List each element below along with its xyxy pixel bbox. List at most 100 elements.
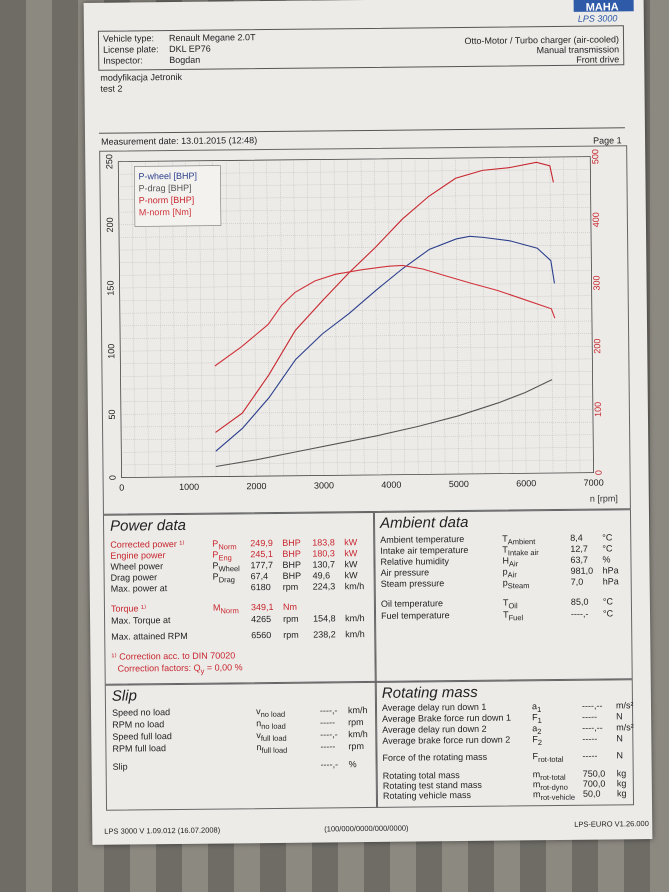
grid-line-v [131,161,136,478]
rotating-row-label: Average delay run down 1 [381,701,487,713]
power-row-symbol: PDrag [212,571,235,585]
power-data-title: Power data [109,516,187,535]
slip-row-label: RPM no load [112,719,165,730]
grid-line-v [320,159,325,476]
power-data-box: Power data Corrected power ¹⁾ PNorm 249,9 B… [102,511,377,685]
grid-line-v [549,157,554,474]
ambient-row-unit: hPa [602,565,619,576]
grid-line-h [120,346,593,352]
power-row-symbol: MNorm [212,602,239,616]
power-row-value-1: 4265 [251,614,272,625]
grid-line-v [239,160,244,477]
power-row-value-1: 249,9 [250,538,273,549]
rotating-mass-box: Rotating mass Average delay run down 1 a1… [374,679,635,808]
vehicle-type: Renault Megane 2.0T [168,32,256,44]
power-row-unit-1: rpm [283,629,299,640]
slip-row-value: ----,- [320,729,338,740]
ambient-row-label: Intake air temperature [380,544,469,556]
grid-line-h [120,396,593,402]
ambient-row-unit: °C [602,596,614,607]
power-row-unit-1: BHP [282,537,301,548]
rotating-row-unit: N [616,733,623,744]
rotating-row-label: Rotating vehicle mass [382,789,472,801]
power-row-value-2: 238,2 [313,629,336,640]
slip-row-unit: km/h [347,705,368,716]
grid-line-v [455,158,459,475]
grid-line-v [468,157,473,474]
grid-line-h [119,308,592,314]
ambient-row-value: 981,0 [570,565,594,576]
ambient-row-unit: hPa [602,576,619,587]
x-tick-label: 1000 [179,482,199,492]
slip-row-label: RPM full load [112,743,166,754]
power-row-unit-1: rpm [282,581,299,592]
rotating-row-symbol: mrot-vehicle [532,789,576,803]
grid-line-h [120,409,593,415]
power-row-value-1: 6180 [250,582,271,593]
plot-area [117,156,594,478]
inspector: Bogdan [169,54,201,66]
inspector-label: Inspector: [103,55,143,66]
power-row-unit-2: km/h [345,613,365,624]
license-label: License plate: [103,44,159,55]
x-tick-label: 5000 [449,479,469,489]
power-row-unit-1: BHP [282,570,302,581]
grid-line-v [279,159,284,476]
rotating-row-value: 750,0 [582,768,606,779]
grid-line-h [121,447,594,453]
power-row-value-2: 130,7 [312,559,336,570]
y-left-tick-label: 100 [106,344,116,359]
ambient-row-label: Fuel temperature [380,610,450,621]
y-right-tick-label: 500 [590,149,600,164]
y-left-tick-label: 150 [106,281,116,296]
power-row-label: Drag power [110,572,158,583]
grid-line-h [121,421,594,428]
model-name: LPS 3000 [577,13,618,24]
y-right-tick-label: 300 [591,275,601,290]
rotating-row-unit: kg [616,778,627,789]
correction-factors: Correction factors: Qy = 0,00 % [117,662,243,676]
grid-line-h [119,232,592,238]
grid-line-v [360,159,365,476]
ambient-row-symbol: TFuel [502,609,524,623]
rotating-row-label: Average brake force run down 2 [382,734,511,746]
y-left-tick-label: 0 [108,475,118,480]
page-number: Page 1 [593,135,622,146]
grid-line-v [266,160,271,477]
rotating-row-value: ----- [582,711,598,722]
slip-row-label: Speed no load [111,707,171,718]
rotating-row-unit: N [616,750,624,761]
grid-line-v [401,158,405,475]
grid-line-v [495,157,500,474]
power-torque-chart: 0 1000 2000 3000 4000 5000 6000 700005010015020… [104,149,618,504]
grid-line-h [119,257,592,263]
measurement-date: Measurement date: 13.01.2015 (12:48) [101,135,258,147]
y-right-tick-label: 200 [592,339,602,354]
grid-line-v [536,157,540,474]
power-row-unit-2: kW [344,570,358,581]
grid-line-h [119,270,592,276]
grid-line-h [120,384,593,390]
ambient-row-value: 12,7 [570,543,588,554]
maha-logo: MAHA [573,0,634,14]
y-right-tick-label: 400 [591,212,601,227]
footer-code: (100/000/0000/000/0000) [324,823,409,834]
power-row-label: Wheel power [110,561,164,572]
rotating-row-value: ----,-- [581,700,603,711]
rotating-row-label: Force of the rotating mass [382,751,488,763]
slip-row-value: ----,- [320,759,339,770]
x-tick-label: 4000 [381,480,401,490]
series-line-2 [215,161,554,433]
grid-line-v [522,157,527,474]
ambient-row-symbol: pSteam [502,577,530,591]
power-row-unit-2: km/h [344,581,365,592]
ambient-data-title: Ambient data [379,513,469,532]
grid-line-v [374,158,378,475]
grid-line-v [225,160,230,477]
ambient-row-value: 8,4 [570,532,583,543]
series-line-0 [215,235,556,452]
x-axis-label: n [rpm] [590,493,618,503]
x-tick-label: 2000 [246,481,266,491]
note-line-2: test 2 [100,83,123,94]
grid-line-v [387,158,392,475]
